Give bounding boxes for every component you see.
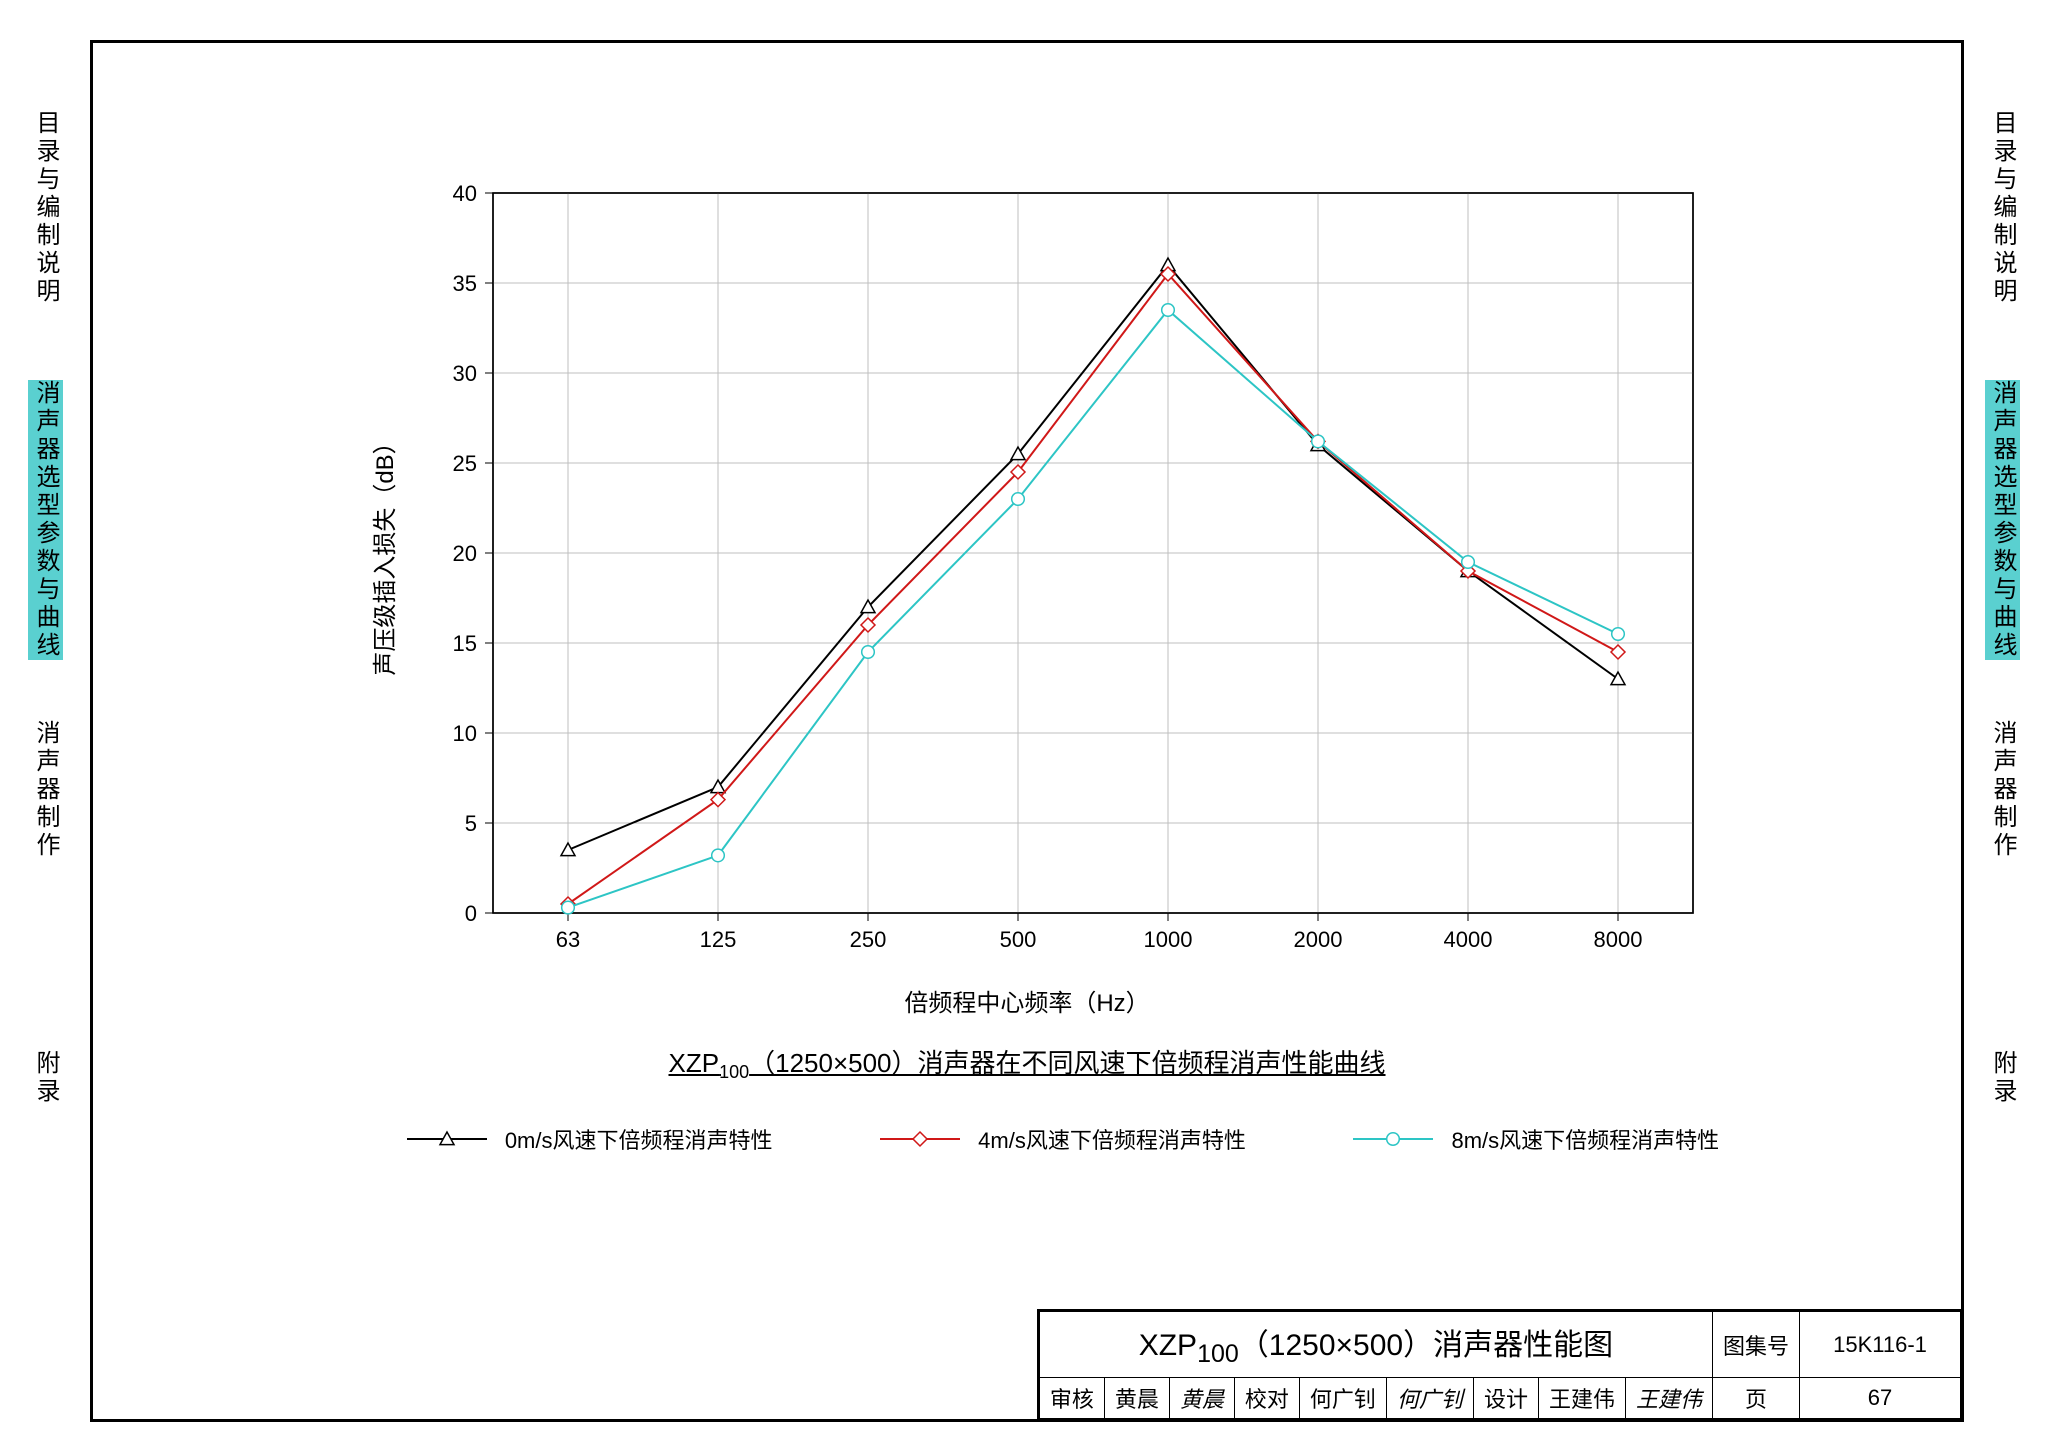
legend-label: 0m/s风速下倍频程消声特性 (505, 1123, 773, 1155)
drawing-frame: 0 5 10 15 20 25 30 35 40 63 125 250 500 1000 2000 4000 8… (90, 40, 1964, 1422)
title-block: XZP100（1250×500）消声器性能图 图集号 15K116-1 审核 黄… (1037, 1309, 1961, 1419)
side-tab: 附录 (1985, 1050, 2020, 1106)
svg-text:15: 15 (453, 631, 477, 656)
chart-svg: 0 5 10 15 20 25 30 35 40 63 125 250 500 1000 2000 4000 8… (353, 163, 1773, 1083)
check-name: 何广钊 (1299, 1378, 1386, 1419)
svg-text:40: 40 (453, 181, 477, 206)
svg-text:10: 10 (453, 721, 477, 746)
svg-text:5: 5 (465, 811, 477, 836)
legend-item: 4m/s风速下倍频程消声特性 (880, 1123, 1246, 1155)
subtitle-sub: 100 (719, 1062, 749, 1082)
side-tab: 目录与编制说明 (28, 110, 63, 306)
design-label: 设计 (1473, 1378, 1538, 1419)
side-tab: 消声器制作 (1985, 720, 2020, 860)
design-sign: 王建伟 (1625, 1378, 1712, 1419)
svg-text:1000: 1000 (1144, 927, 1193, 952)
svg-text:声压级插入损失（dB）: 声压级插入损失（dB） (372, 430, 399, 675)
check-sign: 何广钊 (1386, 1378, 1473, 1419)
subtitle-suffix: （1250×500）消声器在不同风速下倍频程消声性能曲线 (749, 1048, 1385, 1078)
side-tab: 目录与编制说明 (1985, 110, 2020, 306)
svg-text:30: 30 (453, 361, 477, 386)
review-label: 审核 (1039, 1378, 1104, 1419)
legend-item: 0m/s风速下倍频程消声特性 (407, 1123, 773, 1155)
svg-text:63: 63 (556, 927, 580, 952)
check-label: 校对 (1234, 1378, 1299, 1419)
svg-text:2000: 2000 (1294, 927, 1343, 952)
chart-subtitle: XZP100（1250×500）消声器在不同风速下倍频程消声性能曲线 (93, 1043, 1961, 1083)
subtitle-prefix: XZP (668, 1048, 719, 1078)
svg-text:500: 500 (1000, 927, 1037, 952)
page: 0 5 10 15 20 25 30 35 40 63 125 250 500 1000 2000 4000 8… (0, 0, 2048, 1456)
legend-label: 4m/s风速下倍频程消声特性 (978, 1123, 1246, 1155)
legend-item: 8m/s风速下倍频程消声特性 (1353, 1123, 1719, 1155)
legend-label: 8m/s风速下倍频程消声特性 (1451, 1123, 1719, 1155)
legend: 0m/s风速下倍频程消声特性 4m/s风速下倍频程消声特性 8m/s风速下倍频程消声… (353, 1123, 1773, 1155)
drawing-title: XZP100（1250×500）消声器性能图 (1039, 1312, 1712, 1378)
svg-text:20: 20 (453, 541, 477, 566)
svg-text:125: 125 (700, 927, 737, 952)
x-axis-label: 倍频程中心频率（Hz） (93, 983, 1961, 1018)
set-value: 15K116-1 (1800, 1312, 1961, 1378)
svg-text:25: 25 (453, 451, 477, 476)
svg-text:35: 35 (453, 271, 477, 296)
design-name: 王建伟 (1538, 1378, 1625, 1419)
side-tab: 消声器制作 (28, 720, 63, 860)
svg-text:0: 0 (465, 901, 477, 926)
side-tab: 消声器选型参数与曲线 (1985, 380, 2020, 660)
chart-area: 0 5 10 15 20 25 30 35 40 63 125 250 500 1000 2000 4000 8… (353, 163, 1773, 1083)
svg-text:250: 250 (850, 927, 887, 952)
page-label: 页 (1712, 1378, 1799, 1419)
page-value: 67 (1800, 1378, 1961, 1419)
set-label: 图集号 (1712, 1312, 1799, 1378)
side-tab: 附录 (28, 1050, 63, 1106)
review-sign: 黄晨 (1169, 1378, 1234, 1419)
svg-text:4000: 4000 (1444, 927, 1493, 952)
side-tab: 消声器选型参数与曲线 (28, 380, 63, 660)
svg-text:8000: 8000 (1594, 927, 1643, 952)
review-name: 黄晨 (1104, 1378, 1169, 1419)
